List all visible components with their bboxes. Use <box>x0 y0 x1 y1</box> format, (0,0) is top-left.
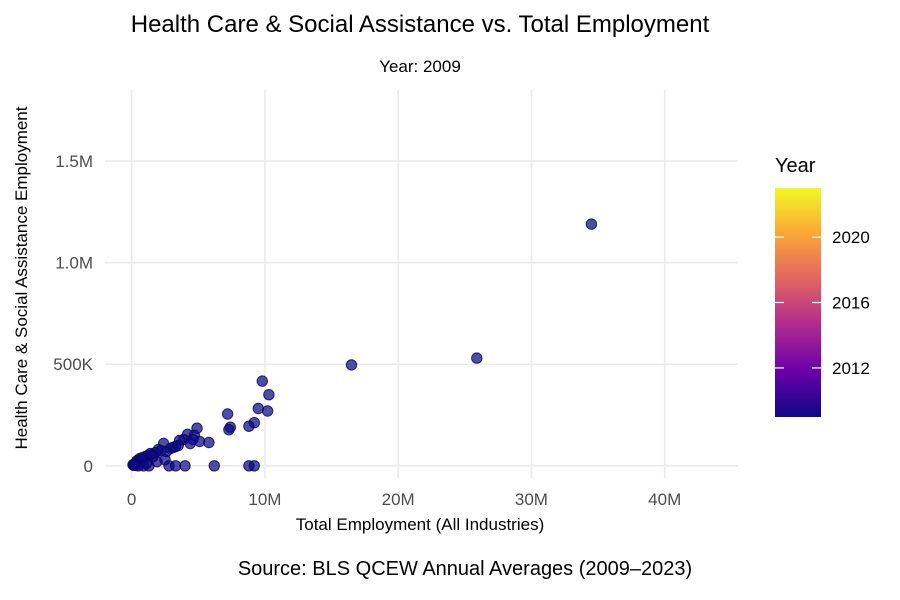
scatter-point <box>172 439 185 452</box>
scatter-point <box>203 436 215 449</box>
scatter-point <box>471 352 483 364</box>
y-tick-labels: 0 500K 1.0M 1.5M <box>53 152 93 476</box>
scatter-point <box>208 460 221 472</box>
y-tick-label: 1.0M <box>55 254 93 273</box>
y-tick-label: 500K <box>53 355 93 374</box>
chart-subtitle: Year: 2009 <box>379 57 461 76</box>
chart-title: Health Care & Social Assistance vs. Tota… <box>131 11 710 38</box>
grid <box>105 90 738 478</box>
legend-tick-label: 2012 <box>832 359 870 378</box>
x-tick-labels: 0 10M 20M 30M 40M <box>127 490 681 509</box>
x-tick-label: 30M <box>515 490 548 509</box>
scatter-point <box>345 359 358 371</box>
year-legend: Year 2012 2016 2020 <box>775 155 870 417</box>
legend-tick-labels: 2012 2016 2020 <box>775 228 870 378</box>
legend-title: Year <box>775 155 816 177</box>
y-tick-label: 1.5M <box>55 152 93 171</box>
x-axis-label: Total Employment (All Industries) <box>296 515 544 534</box>
legend-tick-label: 2016 <box>832 294 870 313</box>
x-tick-label: 20M <box>382 490 415 509</box>
scatter-point <box>243 420 255 432</box>
scatter-point <box>263 389 275 401</box>
scatter-points <box>127 218 598 472</box>
scatter-point <box>140 458 153 470</box>
scatter-point <box>179 460 191 472</box>
scatter-point <box>159 454 171 466</box>
legend-tick-label: 2020 <box>832 228 870 247</box>
x-tick-label: 0 <box>127 490 136 509</box>
y-tick-label: 0 <box>84 457 93 476</box>
x-tick-label: 10M <box>248 490 281 509</box>
x-tick-label: 40M <box>648 490 681 509</box>
scatter-point <box>256 375 268 387</box>
scatter-point <box>129 459 141 471</box>
scatter-point <box>261 405 274 417</box>
chart-caption: Source: BLS QCEW Annual Averages (2009–2… <box>238 558 692 580</box>
scatter-point <box>223 424 235 436</box>
scatter-point <box>248 460 261 472</box>
scatter-point <box>252 402 264 415</box>
scatter-point <box>585 218 598 230</box>
scatter-point <box>169 460 182 472</box>
scatter-point <box>187 433 199 446</box>
scatter-point <box>221 408 234 420</box>
y-axis-label: Health Care & Social Assistance Employme… <box>12 106 31 449</box>
